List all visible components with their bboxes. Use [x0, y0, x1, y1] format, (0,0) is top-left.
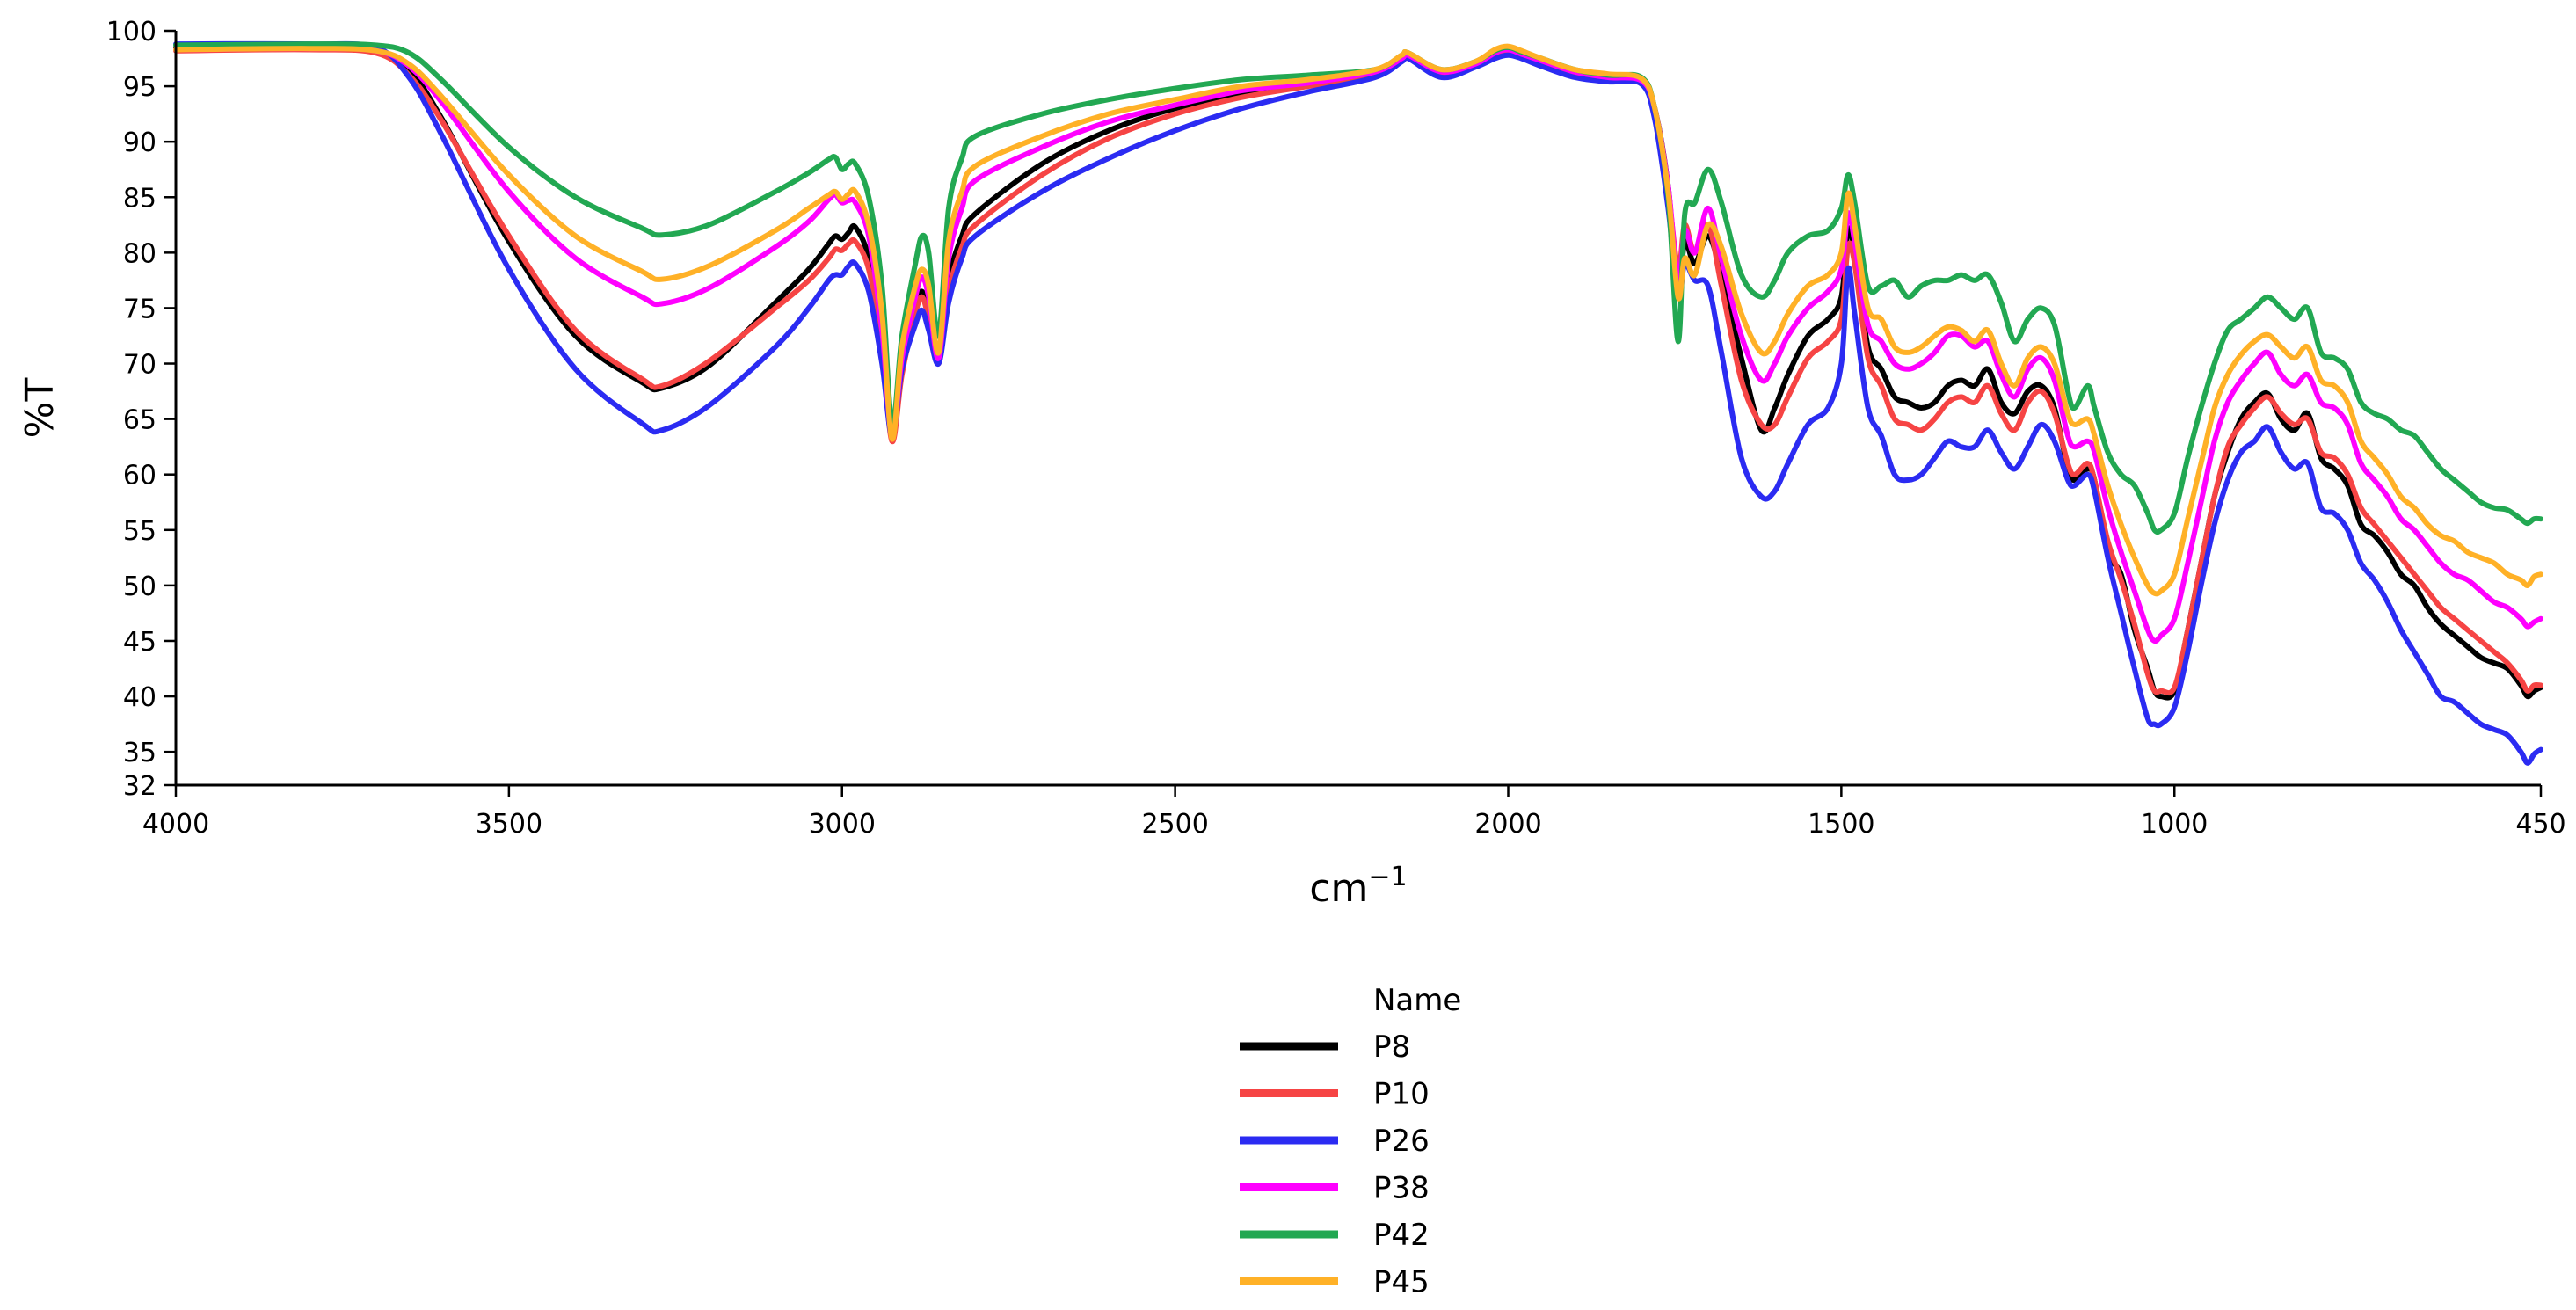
y-tick-label-75: 75 [123, 294, 156, 324]
x-axis-label-base: cm [1309, 866, 1368, 911]
x-tick-label-4000: 4000 [142, 809, 209, 840]
y-tick-label-65: 65 [123, 405, 156, 436]
y-tick-label-90: 90 [123, 127, 156, 158]
y-tick-label-60: 60 [123, 461, 156, 491]
series-line-p38 [173, 46, 2543, 644]
series-line-p10 [173, 47, 2543, 696]
series-line-p45 [173, 43, 2543, 597]
y-tick-label-32: 32 [123, 771, 156, 802]
y-tick-label-35: 35 [123, 738, 156, 768]
x-axis-label-superscript: −1 [1368, 862, 1407, 892]
legend-label-p10: P10 [1373, 1077, 1430, 1112]
y-tick-label-95: 95 [123, 72, 156, 103]
y-tick-label-45: 45 [123, 627, 156, 658]
legend-label-p38: P38 [1373, 1171, 1430, 1206]
legend-label-p45: P45 [1373, 1265, 1430, 1300]
x-axis-ticks: 4000 3500 3000 2500 2000 1500 1000 450 [142, 785, 2566, 840]
x-tick-label-3000: 3000 [809, 809, 876, 840]
x-tick-label-450: 450 [2515, 809, 2565, 840]
y-tick-label-85: 85 [123, 183, 156, 214]
x-axis-label: cm−1 [1309, 862, 1407, 911]
y-tick-label-55: 55 [123, 516, 156, 547]
series-line-p8 [173, 43, 2543, 701]
x-tick-label-3500: 3500 [476, 809, 542, 840]
x-tick-label-2000: 2000 [1474, 809, 1541, 840]
y-tick-label-50: 50 [123, 571, 156, 602]
legend-label-p42: P42 [1373, 1218, 1430, 1253]
legend-title: Name [1373, 983, 1461, 1018]
y-tick-label-70: 70 [123, 350, 156, 381]
series-line-p26 [173, 40, 2543, 766]
legend-label-p26: P26 [1373, 1124, 1430, 1159]
y-tick-label-80: 80 [123, 238, 156, 269]
x-tick-label-1000: 1000 [2141, 809, 2208, 840]
y-tick-label-100: 100 [106, 17, 156, 47]
series-line-p42 [173, 41, 2543, 535]
y-tick-label-40: 40 [123, 682, 156, 713]
y-axis-label: %T [18, 378, 62, 439]
x-tick-label-2500: 2500 [1141, 809, 1208, 840]
legend: Name P8 P10 P26 P38 P42 P45 [1240, 983, 1461, 1300]
series-lines [173, 40, 2543, 766]
legend-label-p8: P8 [1373, 1030, 1410, 1065]
x-tick-label-1500: 1500 [1808, 809, 1874, 840]
